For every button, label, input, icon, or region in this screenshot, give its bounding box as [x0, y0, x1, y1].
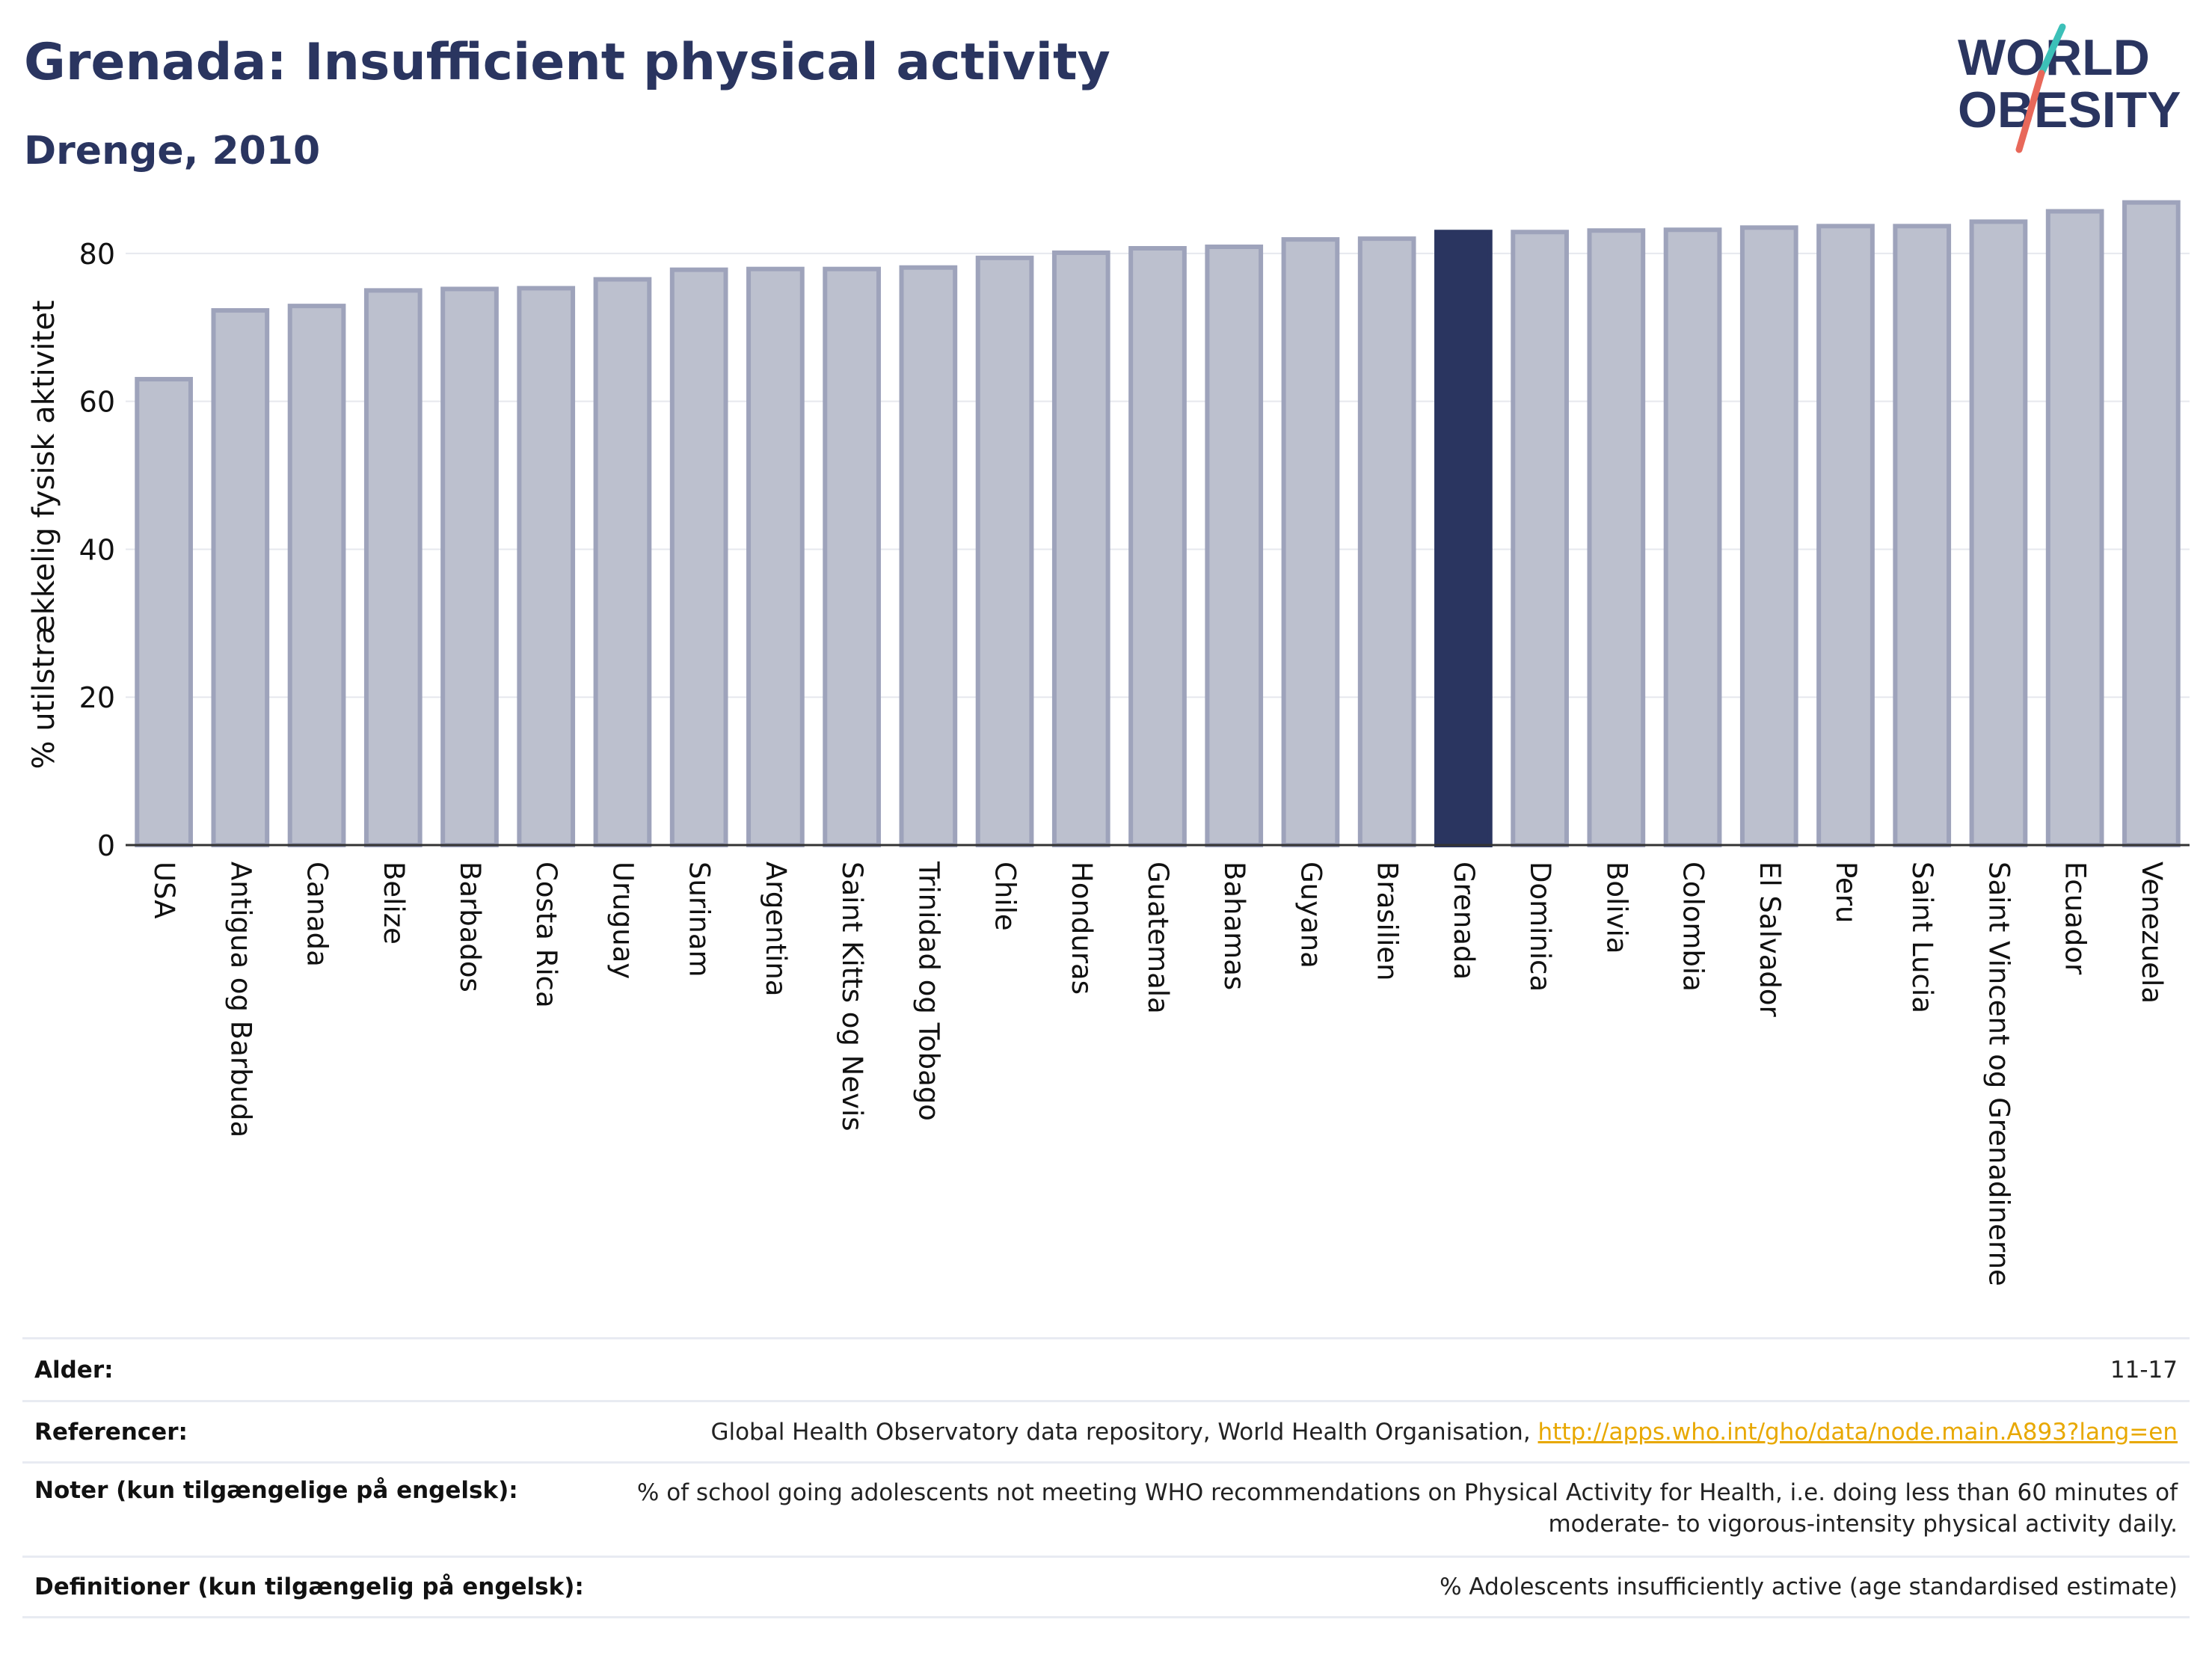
x-tick-label: El Salvador [1754, 862, 1786, 1018]
bar [746, 266, 805, 847]
bar [1816, 224, 1875, 848]
x-tick-label: Costa Rica [530, 862, 562, 1008]
x-tick-label: Honduras [1066, 862, 1098, 995]
y-tick-label: 0 [97, 829, 115, 862]
bar [135, 377, 193, 847]
logo-slash-coral [2015, 70, 2045, 153]
x-tick-label: Uruguay [606, 862, 639, 979]
bar [440, 286, 499, 847]
bar [975, 255, 1034, 848]
definitions-label: Definitioner (kun tilgængelig på engelsk… [34, 1573, 584, 1600]
bar [899, 265, 958, 847]
x-tick-label: Ecuador [2059, 862, 2092, 975]
bar [1357, 236, 1416, 847]
x-tick-label: Bahamas [1218, 862, 1250, 990]
bar [1281, 237, 1340, 847]
x-tick-label: Guyana [1294, 862, 1327, 968]
x-tick-label: Bolivia [1600, 862, 1632, 954]
bar [1663, 227, 1722, 847]
bar [211, 308, 270, 848]
notes-value: % of school going adolescents not meetin… [637, 1477, 2178, 1540]
bar [1205, 245, 1264, 847]
age-label: Alder: [34, 1356, 114, 1384]
y-axis-label: % utilstrækkelig fysisk aktivitet [27, 300, 61, 769]
bar-chart: 0 20 40 60 80 USA Antigua og Barbuda Canada Beli… [27, 200, 2190, 1286]
x-tick-label: Barbados [454, 862, 486, 992]
definitions-value: % Adolescents insufficiently active (age… [1440, 1573, 2178, 1600]
bar [363, 288, 423, 848]
y-tick-label: 60 [79, 386, 115, 419]
bar [1051, 250, 1110, 847]
bar [2122, 200, 2181, 847]
x-tick-label: Trinidad og Tobago [912, 861, 944, 1121]
meta-row-definitions: Definitioner (kun tilgængelig på engelsk… [22, 1556, 2190, 1618]
y-tick-label: 20 [79, 681, 115, 714]
bar [1434, 230, 1493, 847]
x-tick-label: Guatemala [1142, 862, 1174, 1014]
bar [1893, 224, 1952, 848]
y-tick-label: 40 [79, 533, 115, 566]
bar [823, 266, 881, 847]
meta-row-notes: Noter (kun tilgængelige på engelsk): % o… [22, 1461, 2190, 1556]
meta-row-age: Alder: 11-17 [22, 1337, 2190, 1400]
notes-line-2: moderate- to vigorous-intensity physical… [1548, 1511, 2178, 1538]
bar [1587, 228, 1646, 847]
bar [1739, 225, 1798, 847]
page-subtitle: Drenge, 2010 [24, 129, 321, 174]
logo-word-obesity: OBESITY [1958, 82, 2181, 138]
x-tick-label: Colombia [1677, 862, 1709, 992]
metadata-table: Alder: 11-17 Referencer: Global Health O… [22, 1337, 2190, 1618]
logo-slash-teal [2038, 23, 2066, 77]
x-tick-label: Saint Kitts og Nevis [836, 862, 868, 1132]
x-tick-label: Surinam [683, 862, 716, 977]
references-label: Referencer: [34, 1418, 188, 1446]
bar [517, 286, 576, 847]
x-tick-label: Chile [989, 862, 1021, 931]
x-tick-label: Argentina [760, 862, 792, 996]
x-tick-label: USA [148, 862, 180, 919]
x-tick-label: Belize [378, 862, 410, 945]
bar [287, 304, 346, 847]
x-tick-label: Venezuela [2136, 862, 2168, 1004]
bar [1969, 219, 2028, 847]
x-tick-label: Antigua og Barbuda [224, 862, 256, 1137]
x-tick-label: Peru [1830, 862, 1862, 923]
bar [1128, 246, 1187, 847]
bar [2045, 209, 2104, 847]
y-tick-label: 80 [79, 238, 115, 271]
x-tick-label: Saint Vincent og Grenadinerne [1982, 862, 2015, 1286]
bar [669, 267, 728, 847]
x-tick-label: Dominica [1524, 862, 1556, 992]
bar [593, 277, 652, 847]
x-tick-label: Saint Lucia [1906, 862, 1938, 1013]
notes-line-1: % of school going adolescents not meetin… [636, 1479, 2178, 1506]
x-tick-label: Grenada [1448, 862, 1480, 980]
references-link[interactable]: http://apps.who.int/gho/data/node.main.A… [1537, 1418, 2178, 1446]
notes-label: Noter (kun tilgængelige på engelsk): [34, 1477, 518, 1504]
bar [1511, 230, 1569, 847]
x-tick-label: Canada [301, 862, 334, 967]
page-title: Grenada: Insufficient physical activity [24, 33, 1110, 92]
axes: 0 20 40 60 80 USA Antigua og Barbuda Canada Beli… [79, 238, 2190, 1286]
references-text: Global Health Observatory data repositor… [710, 1418, 1538, 1446]
bars [135, 200, 2181, 848]
age-value: 11-17 [2110, 1356, 2178, 1384]
world-obesity-logo: WORLD OBESITY [1958, 23, 2181, 153]
references-value: Global Health Observatory data repositor… [710, 1416, 2178, 1448]
x-tick-label: Brasilien [1371, 862, 1404, 981]
meta-row-references: Referencer: Global Health Observatory da… [22, 1400, 2190, 1461]
